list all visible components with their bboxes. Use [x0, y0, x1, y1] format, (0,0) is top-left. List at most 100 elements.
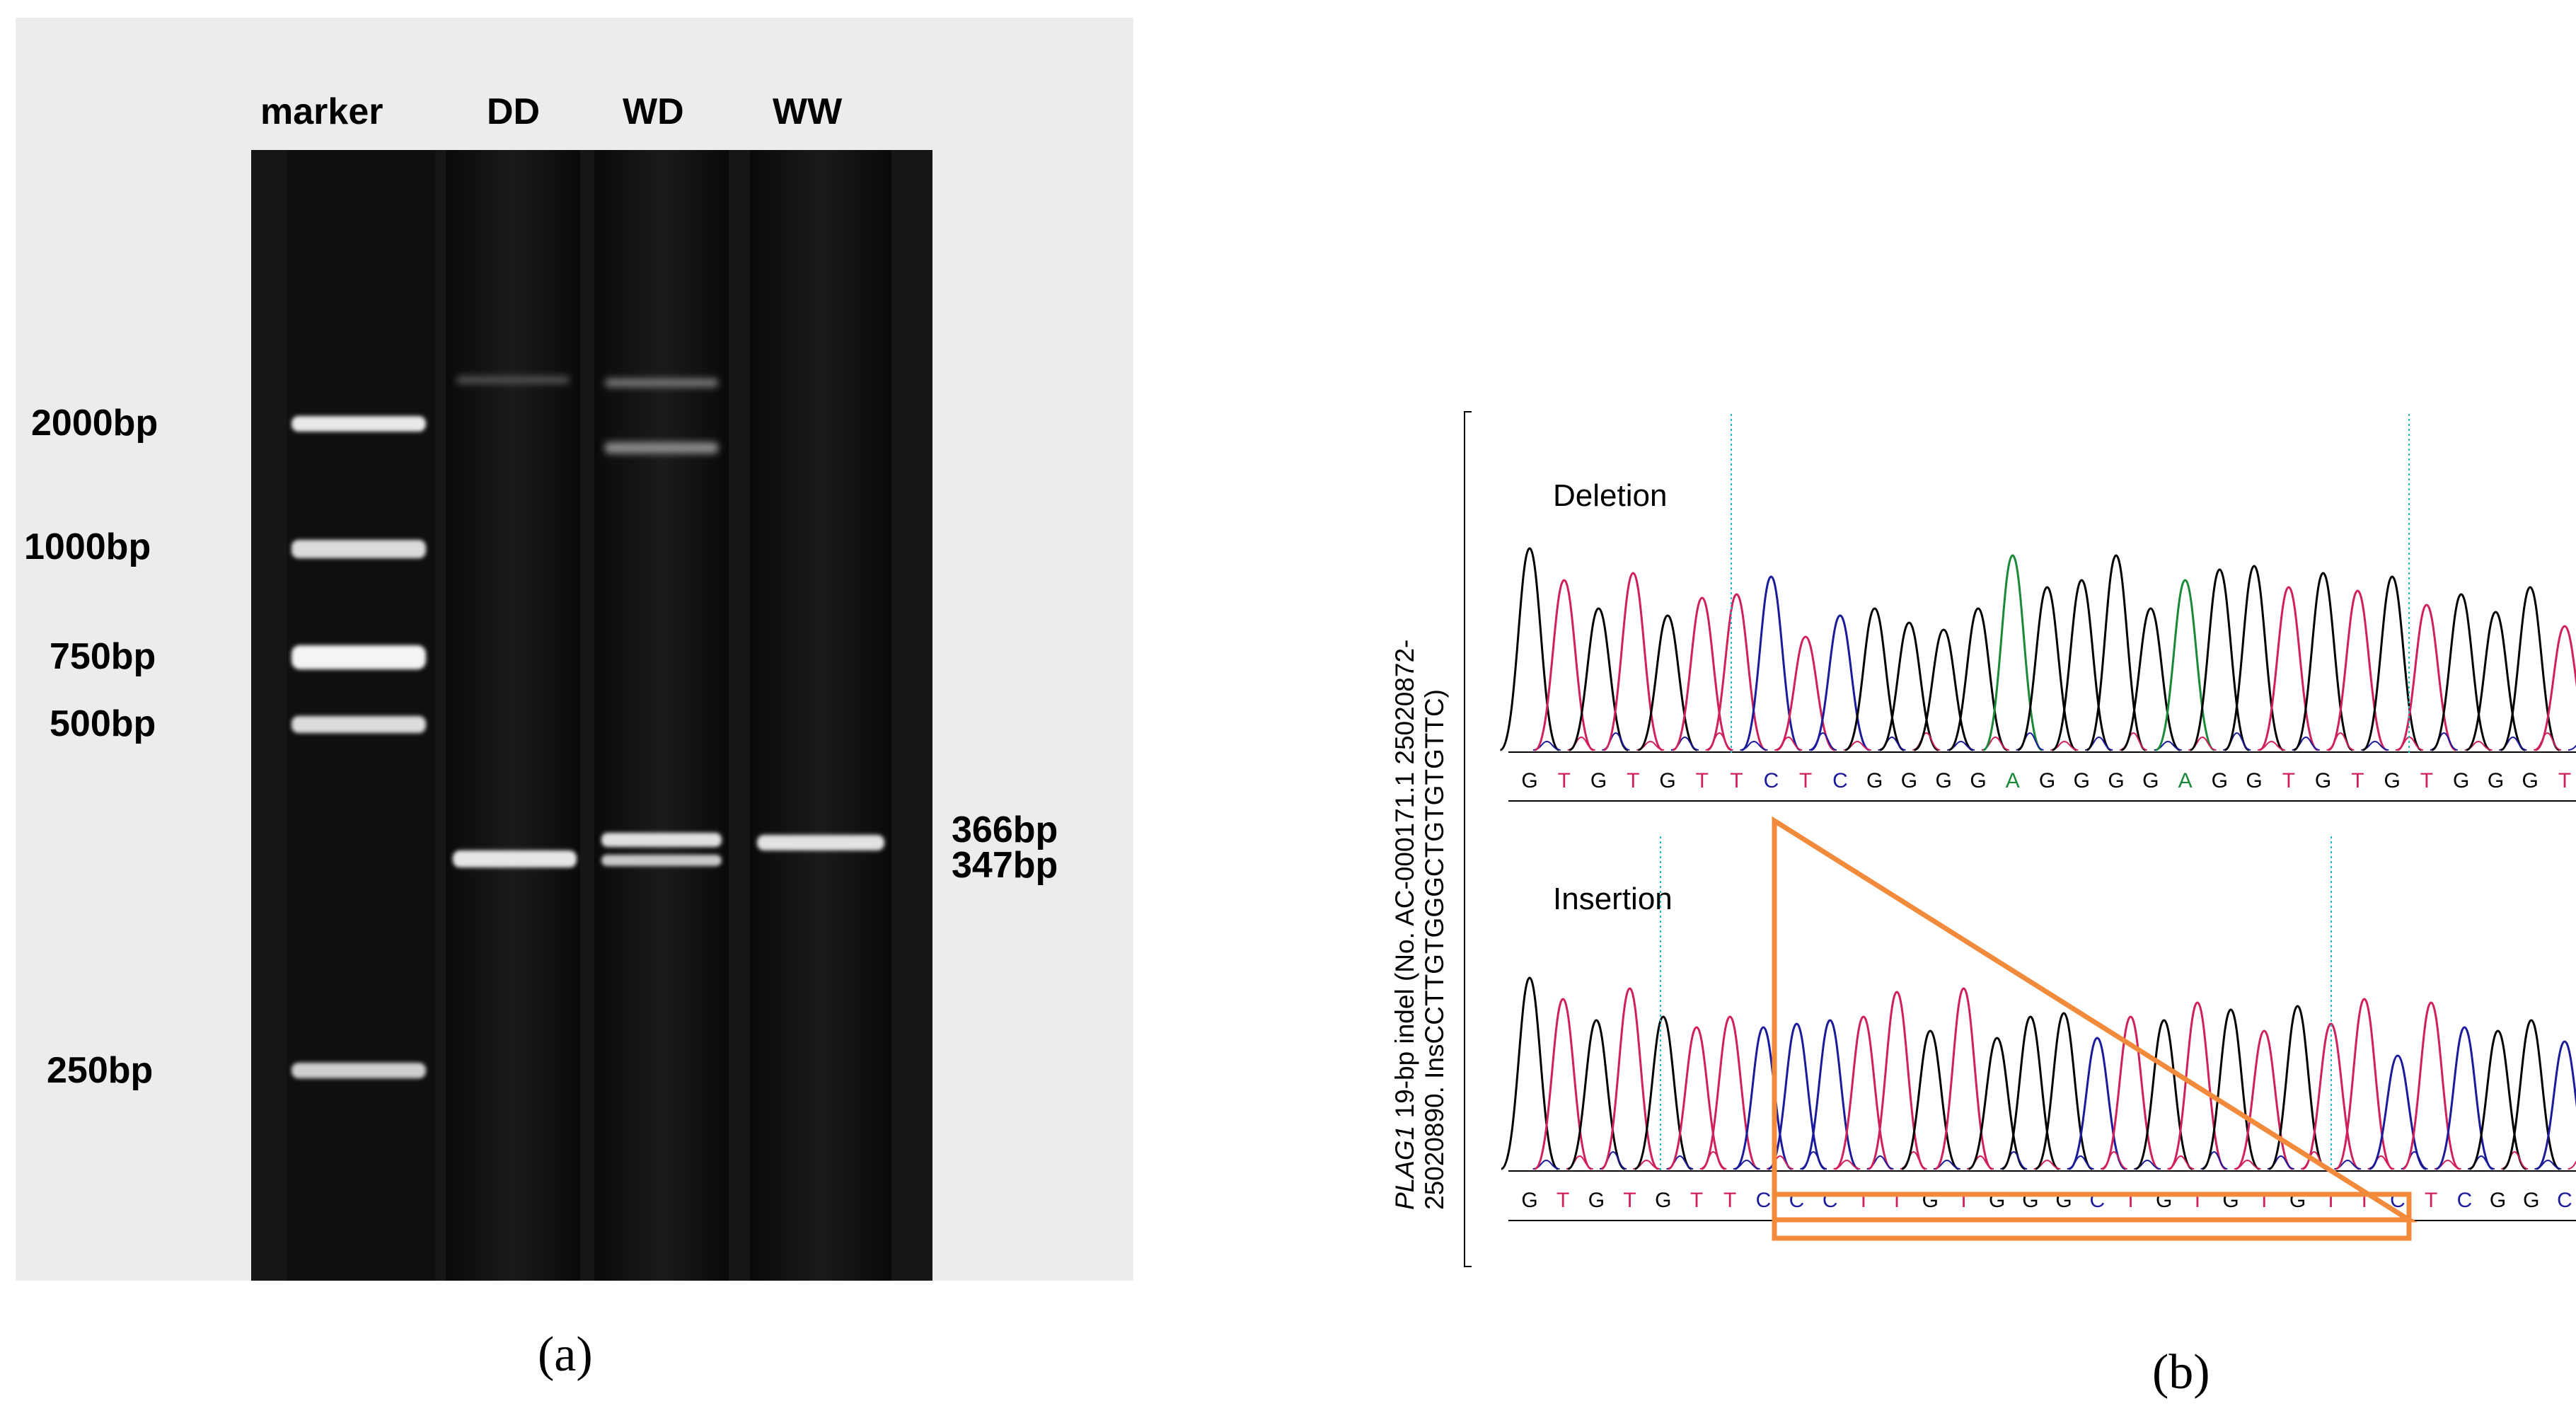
- trace-peak: [1604, 573, 1663, 750]
- wd-band-347: [601, 855, 722, 866]
- band-label-347: 347bp: [952, 845, 1058, 886]
- trace-peak: [2087, 555, 2146, 750]
- trace-peak: [2536, 1042, 2576, 1169]
- lane-marker: [287, 150, 435, 1281]
- panel-a-gel-figure: marker DD WD WW 2000bp 1000bp 750bp 500b…: [0, 0, 1146, 1421]
- trace-peak: [2503, 1020, 2560, 1169]
- trace-peak: [1501, 548, 1559, 750]
- trace-noise: [2568, 742, 2576, 750]
- deletion-trace-group: [1501, 548, 2576, 750]
- trace-peak: [1702, 1017, 1758, 1169]
- base-letter: C: [2457, 1189, 2473, 1212]
- base-letter: G: [1588, 1189, 1605, 1212]
- trace-peak: [1845, 608, 1904, 750]
- base-letter: G: [1659, 769, 1675, 792]
- trace-peak: [1673, 598, 1731, 750]
- chromatogram-svg: PLAG1 19-bp indel (No. AC-000171.1 25020…: [1344, 0, 2576, 1421]
- marker-label-250: 250bp: [47, 1050, 153, 1091]
- base-letter: G: [2315, 769, 2331, 792]
- trace-peak: [2336, 999, 2393, 1169]
- wd-faint-band-upper: [605, 379, 718, 387]
- lane-dd: [446, 150, 580, 1281]
- trace-peak: [1742, 577, 1801, 750]
- lane-label-ww: WW: [773, 91, 843, 132]
- trace-noise: [1809, 733, 1837, 750]
- trace-peak: [1602, 988, 1658, 1169]
- base-letter: T: [1690, 1189, 1703, 1212]
- trace-peak: [2501, 587, 2560, 750]
- base-letter: A: [2006, 769, 2020, 792]
- base-letter: G: [2523, 1189, 2539, 1212]
- sample-bracket: [1465, 412, 1472, 1267]
- base-letter: T: [1723, 1189, 1736, 1212]
- dd-band-347: [453, 850, 577, 867]
- base-letter: T: [1730, 769, 1743, 792]
- trace-noise: [2568, 1156, 2576, 1169]
- insertion-highlight-triangle: [1774, 821, 2409, 1220]
- lane-label-marker: marker: [260, 91, 383, 132]
- base-letter: T: [2420, 769, 2433, 792]
- marker-label-750: 750bp: [50, 636, 156, 677]
- marker-band-750: [291, 645, 426, 669]
- base-letter: G: [2453, 769, 2469, 792]
- trace-peak: [1869, 992, 1925, 1169]
- lane-wd: [594, 150, 729, 1281]
- trace-noise: [1900, 1152, 1927, 1169]
- marker-band-250: [291, 1063, 426, 1078]
- trace-peak: [1501, 978, 1558, 1169]
- marker-band-1000: [291, 540, 426, 558]
- lane-label-wd: WD: [623, 91, 684, 132]
- dd-faint-band: [456, 376, 570, 383]
- base-letter: T: [1799, 769, 1812, 792]
- base-letter: G: [2246, 769, 2262, 792]
- insertion-label: Insertion: [1553, 882, 1673, 916]
- trace-peak: [1983, 555, 2042, 750]
- marker-label-500: 500bp: [50, 703, 156, 744]
- base-letter: G: [1866, 769, 1883, 792]
- vertical-label-line2: 25020890. InsCCTTGTGGGCTGTGTGTTC): [1420, 689, 1449, 1210]
- base-letter: G: [2142, 769, 2159, 792]
- base-letter: T: [1623, 1189, 1636, 1212]
- trace-peak: [2225, 566, 2284, 750]
- trace-peak: [2403, 1003, 2459, 1169]
- trace-peak: [2202, 1010, 2259, 1169]
- trace-peak: [2294, 573, 2352, 750]
- wd-band-366: [601, 833, 722, 847]
- base-letter: G: [1655, 1189, 1671, 1212]
- panel-b-caption: (b): [2152, 1344, 2210, 1401]
- marker-band-2000: [291, 416, 426, 432]
- base-letter: G: [1901, 769, 1917, 792]
- trace-noise: [1912, 733, 1940, 750]
- trace-peak: [2190, 570, 2249, 750]
- base-letter: T: [2351, 769, 2364, 792]
- base-letter: C: [1832, 769, 1848, 792]
- base-letter: G: [1521, 1189, 1537, 1212]
- trace-peak: [2002, 1017, 2059, 1169]
- base-letter: G: [2490, 1189, 2506, 1212]
- base-letter: G: [1936, 769, 1952, 792]
- lane-label-dd: DD: [487, 91, 540, 132]
- base-letter: T: [1696, 769, 1709, 792]
- trace-peak: [2369, 1056, 2426, 1169]
- base-letter: T: [1558, 769, 1571, 792]
- base-letter: G: [2039, 769, 2055, 792]
- trace-peak: [1935, 988, 1992, 1169]
- insertion-trace-group: [1501, 978, 2576, 1169]
- trace-peak: [2432, 594, 2490, 750]
- trace-peak: [2363, 577, 2422, 750]
- vertical-label-line1-rest: 19-bp indel (No. AC-000171.1 25020872-: [1390, 640, 1419, 1126]
- base-letter: G: [2522, 769, 2539, 792]
- vertical-label-line1: PLAG1 19-bp indel (No. AC-000171.1 25020…: [1390, 640, 1419, 1210]
- trace-peak: [2536, 626, 2576, 750]
- ww-band-366: [757, 835, 884, 850]
- trace-peak: [1802, 1020, 1859, 1169]
- trace-peak: [2035, 1013, 2092, 1169]
- base-letter: G: [2074, 769, 2090, 792]
- base-letter: G: [2212, 769, 2228, 792]
- marker-label-2000: 2000bp: [31, 403, 158, 444]
- base-letter: T: [1627, 769, 1639, 792]
- trace-peak: [2269, 1006, 2326, 1169]
- wd-faint-band-lower: [605, 442, 718, 454]
- panel-b-chromatogram-figure: PLAG1 19-bp indel (No. AC-000171.1 25020…: [1344, 0, 2576, 1421]
- gene-name: PLAG1: [1390, 1126, 1419, 1210]
